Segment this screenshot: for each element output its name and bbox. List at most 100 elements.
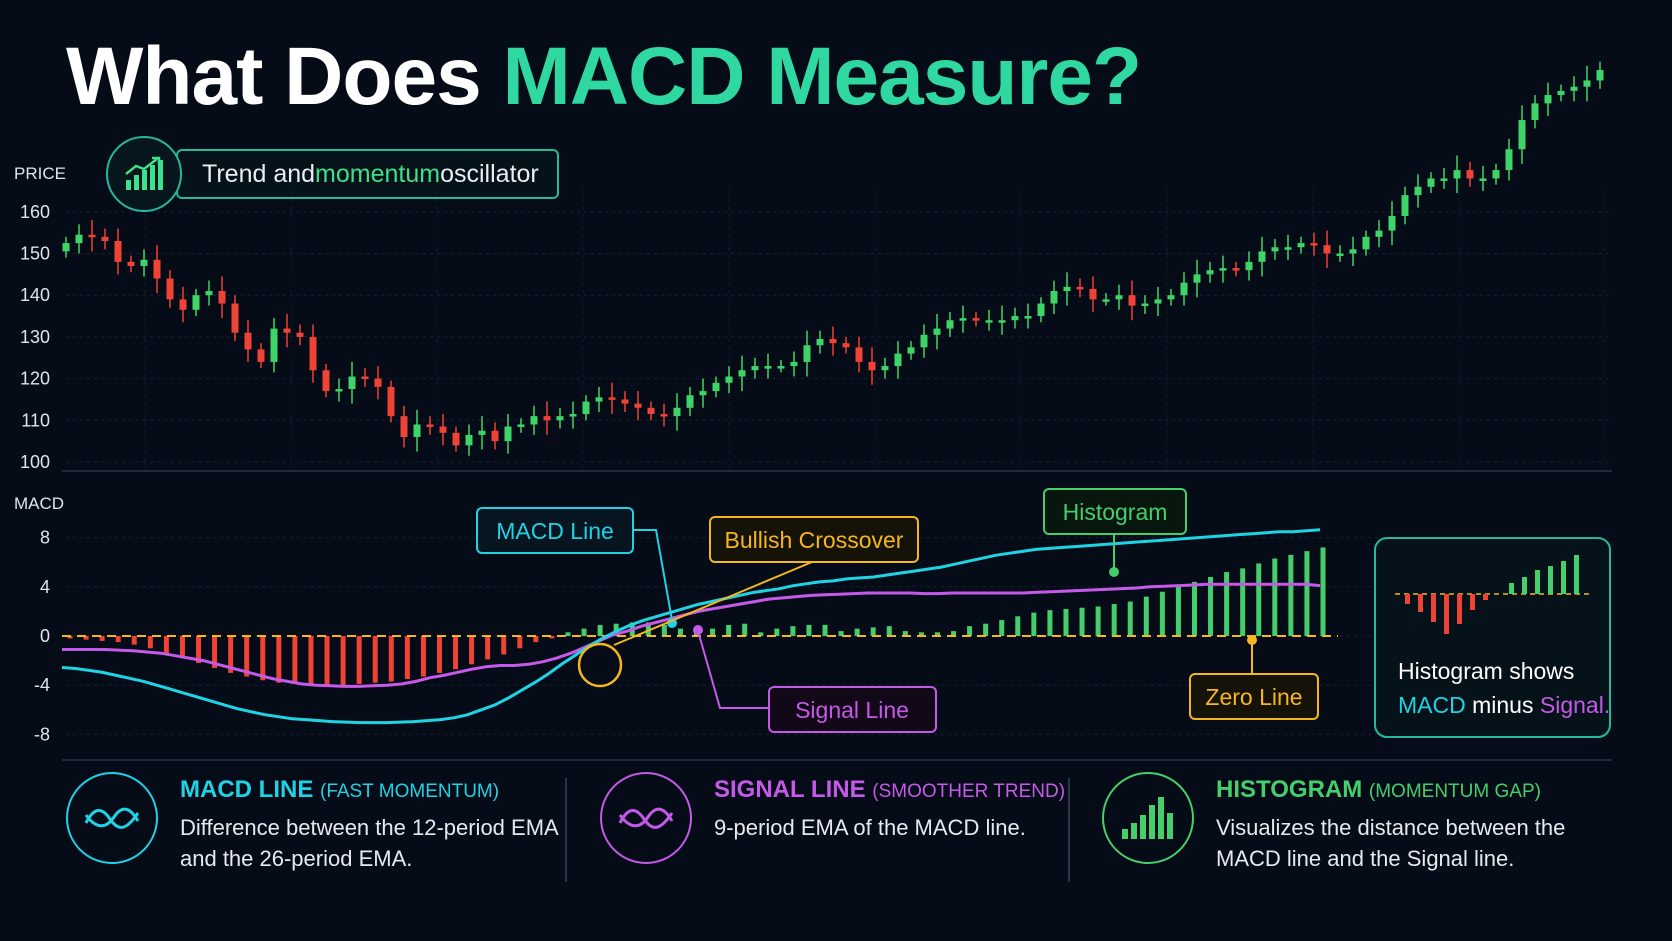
legend-signal: SIGNAL LINE (SMOOTHER TREND) 9-period EM… <box>600 772 1065 864</box>
legend-macd-title-main: MACD LINE <box>180 776 314 803</box>
histogram-bar <box>983 623 989 636</box>
candle <box>1141 303 1149 307</box>
candle <box>257 349 265 362</box>
candle <box>491 430 499 442</box>
histogram-bar <box>372 636 378 683</box>
macd-callout-leader <box>633 529 673 621</box>
candle <box>127 261 135 267</box>
candle <box>829 338 837 344</box>
price-grid <box>66 185 1612 470</box>
histogram-bar <box>870 627 876 636</box>
candle <box>374 378 382 387</box>
candle <box>1284 247 1292 250</box>
candle <box>218 291 226 304</box>
page-title: What Does MACD Measure? <box>66 36 1142 118</box>
candle <box>1505 149 1513 171</box>
candle <box>621 399 629 404</box>
legend-signal-desc1: 9-period EMA of the MACD line. <box>714 815 1026 840</box>
histogram-bar <box>581 628 587 636</box>
candle <box>244 332 252 350</box>
subtitle-badge: Trend and momentum oscillator <box>106 136 559 212</box>
candle <box>1518 120 1526 150</box>
candle <box>803 345 811 362</box>
legend-macd-desc1: Difference between the 12-period EMA <box>180 815 559 840</box>
legend-macd-desc: Difference between the 12-period EMA and … <box>180 812 559 874</box>
candle <box>1596 70 1604 81</box>
histogram-bar <box>196 636 202 664</box>
histogram-bar <box>822 624 828 636</box>
candle <box>504 426 512 442</box>
histogram-bar <box>742 623 748 636</box>
price-tick-label: 140 <box>20 285 50 305</box>
histogram-bar <box>1256 563 1262 636</box>
histogram-bar <box>356 636 362 684</box>
histogram-bar <box>1063 608 1069 636</box>
zero-callout-text: Zero Line <box>1205 684 1302 710</box>
histogram-bar <box>999 620 1005 636</box>
candle <box>907 347 915 354</box>
candle <box>1011 316 1019 321</box>
signal-callout-text: Signal Line <box>795 697 909 723</box>
wave-icon <box>66 772 158 864</box>
histogram-bar <box>1272 558 1278 636</box>
crossover-callout-box <box>709 516 919 563</box>
macd-tick-label: -4 <box>34 675 50 695</box>
macd-tick-label: 0 <box>40 626 50 646</box>
candle <box>114 240 122 262</box>
legend-histogram-desc2: MACD line and the Signal line. <box>1216 846 1515 871</box>
histogram-bar <box>645 622 651 636</box>
candle <box>1063 286 1071 292</box>
candle <box>582 401 590 415</box>
histogram-bar <box>726 624 732 636</box>
legend-signal-title: SIGNAL LINE (SMOOTHER TREND) <box>714 776 1065 804</box>
candle <box>842 343 850 348</box>
candle <box>1232 268 1240 271</box>
candle <box>1336 253 1344 256</box>
macd-line <box>61 528 1321 725</box>
candle <box>959 318 967 321</box>
candle <box>296 332 304 337</box>
candle <box>868 361 876 371</box>
candle <box>1570 86 1578 91</box>
candlestick-series <box>62 61 1604 456</box>
histogram-callout-text: Histogram <box>1063 499 1168 525</box>
candle <box>985 320 993 323</box>
histogram-bar <box>517 636 523 649</box>
histogram-bar <box>710 628 716 636</box>
candle <box>751 366 759 371</box>
macd-callout-text: MACD Line <box>496 518 614 544</box>
candle <box>673 407 681 417</box>
histogram-bar <box>67 636 73 639</box>
subtitle-pre: Trend and <box>202 159 316 188</box>
candle <box>738 370 746 377</box>
info-histogram-icon <box>1395 555 1590 634</box>
candle <box>543 416 551 421</box>
candle <box>777 366 785 369</box>
candle <box>335 389 343 392</box>
candle <box>478 430 486 435</box>
legend-histogram: HISTOGRAM (MOMENTUM GAP) Visualizes the … <box>1102 772 1565 874</box>
candle <box>920 334 928 348</box>
candle <box>1427 178 1435 187</box>
candle <box>881 366 889 371</box>
histogram-bar <box>485 636 491 660</box>
candle <box>270 328 278 362</box>
chart-growth-icon <box>106 136 182 212</box>
subtitle-post: oscillator <box>440 159 539 188</box>
info-text-signal: Signal. <box>1540 692 1610 718</box>
histogram-bar <box>790 626 796 636</box>
histogram-bar <box>1159 591 1165 636</box>
candle <box>465 434 473 446</box>
histogram-bar <box>453 636 459 670</box>
histogram-bar <box>115 636 121 643</box>
price-tick-label: 100 <box>20 452 50 472</box>
candle <box>1583 80 1591 87</box>
histogram-bar <box>99 636 105 641</box>
candle <box>452 432 460 446</box>
candle <box>894 353 902 367</box>
candle <box>1557 90 1565 96</box>
histogram-bar <box>549 636 555 639</box>
histogram-bar <box>276 636 282 683</box>
legend-divider <box>565 778 567 882</box>
info-text-line1: Histogram shows <box>1398 658 1574 684</box>
